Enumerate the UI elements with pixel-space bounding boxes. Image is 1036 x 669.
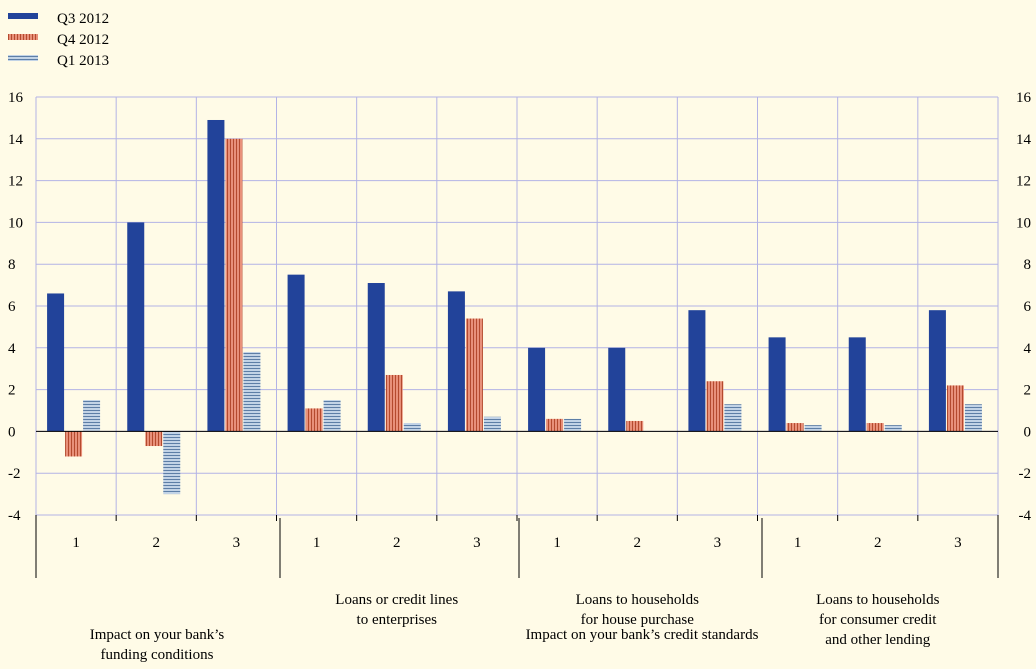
y-tick-label-right: 2: [1024, 383, 1032, 399]
x-category-label: 3: [954, 535, 962, 551]
y-tick-label-left: 6: [8, 299, 16, 315]
bar-q4-2012: [145, 431, 163, 447]
legend-label: Q3 2012: [57, 11, 109, 27]
y-tick-label-right: 12: [1016, 174, 1031, 190]
group-label: Loans or credit lines: [335, 592, 458, 608]
super-group-label: Impact on your bank’s: [90, 627, 225, 643]
bar-q3-2012: [848, 337, 866, 432]
bar-q1-2013: [564, 418, 582, 432]
x-category-label: 3: [233, 535, 241, 551]
super-group-label: funding conditions: [101, 647, 214, 663]
legend-swatch: [8, 55, 38, 61]
y-tick-label-right: 6: [1024, 299, 1032, 315]
bar-q4-2012: [706, 381, 724, 432]
y-tick-label-left: -4: [8, 508, 21, 524]
y-tick-label-left: 0: [8, 424, 16, 440]
legend-label: Q1 2013: [57, 53, 109, 69]
bar-q1-2013: [323, 400, 341, 432]
legend-swatch: [8, 34, 38, 40]
y-tick-label-left: 8: [8, 257, 16, 273]
bar-q3-2012: [127, 222, 145, 432]
group-label: to enterprises: [357, 612, 438, 628]
bar-q4-2012: [946, 385, 964, 432]
bar-q3-2012: [688, 310, 706, 432]
bar-q1-2013: [884, 425, 902, 432]
bar-q3-2012: [287, 274, 305, 432]
x-category-label: 3: [473, 535, 481, 551]
y-tick-label-left: 14: [8, 132, 24, 148]
group-label: and other lending: [825, 632, 930, 648]
bar-q4-2012: [385, 374, 403, 432]
axes: [35, 430, 999, 578]
bar-q3-2012: [447, 291, 465, 432]
y-tick-label-right: 8: [1024, 257, 1032, 273]
y-tick-label-right: 0: [1024, 424, 1032, 440]
bar-q4-2012: [305, 408, 323, 432]
bar-q4-2012: [866, 423, 884, 432]
x-category-label: 1: [72, 535, 80, 551]
y-tick-label-right: 16: [1016, 90, 1032, 106]
y-tick-label-right: -2: [1019, 466, 1032, 482]
legend-swatch: [8, 13, 38, 19]
group-label: Loans to households: [816, 592, 939, 608]
x-category-label: 2: [393, 535, 401, 551]
bar-q1-2013: [483, 416, 501, 432]
x-category-label: 3: [714, 535, 722, 551]
x-category-label: 2: [874, 535, 882, 551]
x-category-label: 1: [553, 535, 561, 551]
x-category-label: 1: [794, 535, 802, 551]
bar-q4-2012: [225, 138, 243, 432]
y-tick-label-left: 4: [8, 341, 16, 357]
group-label: Loans to households: [576, 592, 699, 608]
bars: [47, 119, 982, 495]
bar-q4-2012: [786, 423, 804, 432]
y-tick-label-left: 2: [8, 383, 16, 399]
y-tick-label-right: -4: [1019, 508, 1032, 524]
bar-q3-2012: [47, 293, 65, 432]
bar-q4-2012: [465, 318, 483, 432]
x-category-label: 2: [634, 535, 642, 551]
y-tick-label-left: -2: [8, 466, 21, 482]
bar-q3-2012: [768, 337, 786, 432]
bar-q1-2013: [83, 400, 101, 432]
y-tick-label-right: 14: [1016, 132, 1032, 148]
x-category-label: 2: [153, 535, 161, 551]
bar-q4-2012: [546, 418, 564, 432]
y-tick-label-right: 10: [1016, 215, 1031, 231]
y-tick-label-left: 16: [8, 90, 24, 106]
bar-q1-2013: [724, 404, 742, 432]
bar-q3-2012: [367, 283, 385, 432]
bar-q1-2013: [964, 404, 982, 432]
y-tick-label-right: 4: [1024, 341, 1032, 357]
group-label: for house purchase: [581, 612, 695, 628]
x-category-label: 1: [313, 535, 321, 551]
gridlines: [35, 96, 999, 516]
bar-q4-2012: [65, 431, 83, 457]
legend: Q3 2012 Q4 2012 Q1 2013: [8, 11, 109, 69]
y-tick-label-left: 10: [8, 215, 23, 231]
bar-q1-2013: [804, 425, 822, 432]
bar-q1-2013: [163, 431, 181, 495]
super-group-label: Impact on your bank’s credit standards: [526, 627, 759, 643]
bar-q3-2012: [207, 119, 225, 432]
bar-q3-2012: [528, 347, 546, 432]
bar-q3-2012: [608, 347, 626, 432]
y-tick-label-left: 12: [8, 174, 23, 190]
bar-q1-2013: [243, 351, 261, 432]
group-label: for consumer credit: [819, 612, 937, 628]
bar-q4-2012: [626, 420, 644, 432]
legend-label: Q4 2012: [57, 32, 109, 48]
bar-q1-2013: [403, 423, 421, 432]
bar-q3-2012: [928, 310, 946, 432]
